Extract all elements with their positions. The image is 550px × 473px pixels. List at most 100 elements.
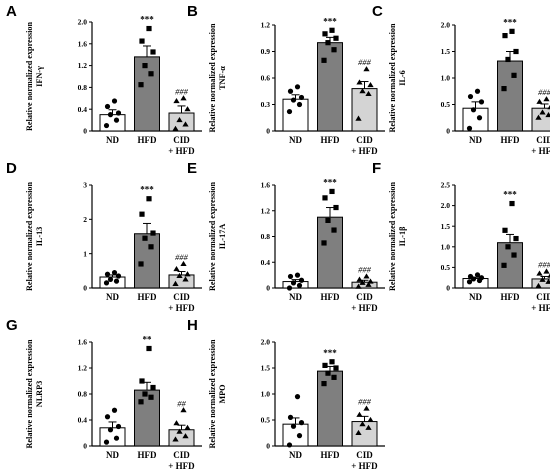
data-point (333, 35, 339, 41)
x-category-label: HFD (138, 450, 157, 460)
significance-label: ### (175, 86, 189, 96)
data-point (296, 282, 303, 289)
data-point (184, 106, 191, 112)
data-point (536, 98, 543, 104)
data-point (543, 268, 550, 274)
data-point (474, 272, 481, 278)
data-point (146, 25, 152, 32)
data-point (107, 112, 114, 118)
x-category-label-line2: + HFD (351, 146, 378, 156)
significance-label: *** (503, 17, 517, 27)
data-point (182, 433, 189, 439)
data-point (176, 428, 183, 434)
data-point (545, 278, 550, 284)
data-point (505, 56, 511, 63)
y-tick-label: 1.0 (441, 242, 451, 251)
y-tick-label: 0.5 (441, 100, 451, 109)
data-point (294, 394, 301, 400)
y-tick-label: 2.0 (441, 21, 451, 30)
y-axis-gene-label: IFN-γ (35, 66, 44, 87)
x-category-label: ND (106, 292, 119, 302)
y-tick-label: 0 (266, 284, 270, 293)
bar-nd (282, 98, 309, 132)
data-point (294, 84, 301, 90)
x-category-label: ND (106, 450, 119, 460)
data-point (333, 365, 339, 371)
data-point (290, 280, 297, 286)
y-tick-label: 0 (446, 127, 450, 136)
y-tick-label: 0.4 (78, 416, 88, 425)
data-point (142, 235, 148, 241)
panel-b: B Relative normalized expression TNF-α 0 0.3… (187, 3, 385, 156)
x-category-label: ND (289, 292, 302, 302)
data-point (142, 63, 148, 69)
data-point (139, 38, 145, 44)
significance-label: ** (143, 335, 153, 345)
data-point (173, 420, 180, 426)
x-category-label: ND (469, 292, 482, 302)
data-point (111, 269, 118, 276)
data-point (331, 374, 337, 380)
data-point (138, 261, 144, 267)
y-tick-label: 1.2 (78, 364, 88, 373)
data-point (146, 196, 152, 202)
data-point (466, 279, 473, 285)
y-axis-gene-label: IL-6 (398, 70, 407, 85)
significance-label: *** (323, 348, 337, 358)
data-point (113, 278, 120, 284)
significance-label: ### (358, 397, 372, 407)
y-tick-label: 0.5 (261, 416, 271, 425)
data-point (294, 272, 301, 278)
bar-nd (462, 107, 489, 132)
significance-label: ## (177, 398, 186, 408)
y-axis-label: Relative normalized expression (208, 23, 217, 132)
data-point (333, 204, 339, 211)
x-category-label: HFD (138, 135, 157, 145)
data-point (111, 98, 118, 104)
data-point (138, 399, 144, 405)
data-point (501, 262, 507, 268)
x-category-label: HFD (138, 292, 157, 302)
y-tick-label: 0 (83, 284, 87, 293)
y-axis-gene-label: IL-1β (398, 226, 407, 246)
x-category-label: ND (289, 450, 302, 460)
x-category-label-line2: + HFD (168, 146, 195, 156)
data-point (172, 125, 179, 131)
panel-letter: B (187, 3, 198, 20)
y-tick-label: 1.5 (261, 364, 271, 373)
panel-letter: H (187, 317, 198, 334)
panel-letter: E (187, 160, 197, 177)
data-point (286, 442, 293, 448)
x-category-label: ND (469, 135, 482, 145)
y-axis-label: Relative normalized expression (208, 182, 217, 291)
data-point (321, 57, 327, 63)
bar-cid (351, 88, 378, 132)
data-point (325, 217, 331, 224)
data-point (115, 110, 122, 116)
data-point (298, 277, 305, 283)
data-point (511, 72, 517, 78)
y-axis-label: Relative normalized expression (388, 182, 397, 291)
data-point (180, 407, 187, 413)
data-point (142, 391, 148, 397)
data-point (180, 260, 187, 267)
significance-label: ### (538, 260, 550, 270)
bar-hfd (134, 389, 160, 447)
data-point (296, 433, 303, 439)
data-point (180, 95, 187, 101)
data-point (103, 439, 110, 445)
y-tick-label: 0.4 (78, 105, 88, 114)
x-category-label: HFD (501, 292, 520, 302)
data-point (287, 88, 294, 94)
data-point (103, 280, 110, 286)
y-tick-label: 1.5 (441, 47, 451, 56)
y-tick-label: 0.6 (261, 74, 271, 83)
y-tick-label: 0.9 (261, 47, 271, 56)
data-point (104, 103, 111, 110)
x-category-label: CID (173, 135, 190, 145)
bar-hfd (317, 370, 343, 447)
bar-hfd (317, 42, 343, 132)
x-category-label: HFD (321, 292, 340, 302)
panel-h: H Relative normalized expression MPO 0 0.5 1.… (187, 317, 385, 471)
data-point (107, 427, 114, 433)
